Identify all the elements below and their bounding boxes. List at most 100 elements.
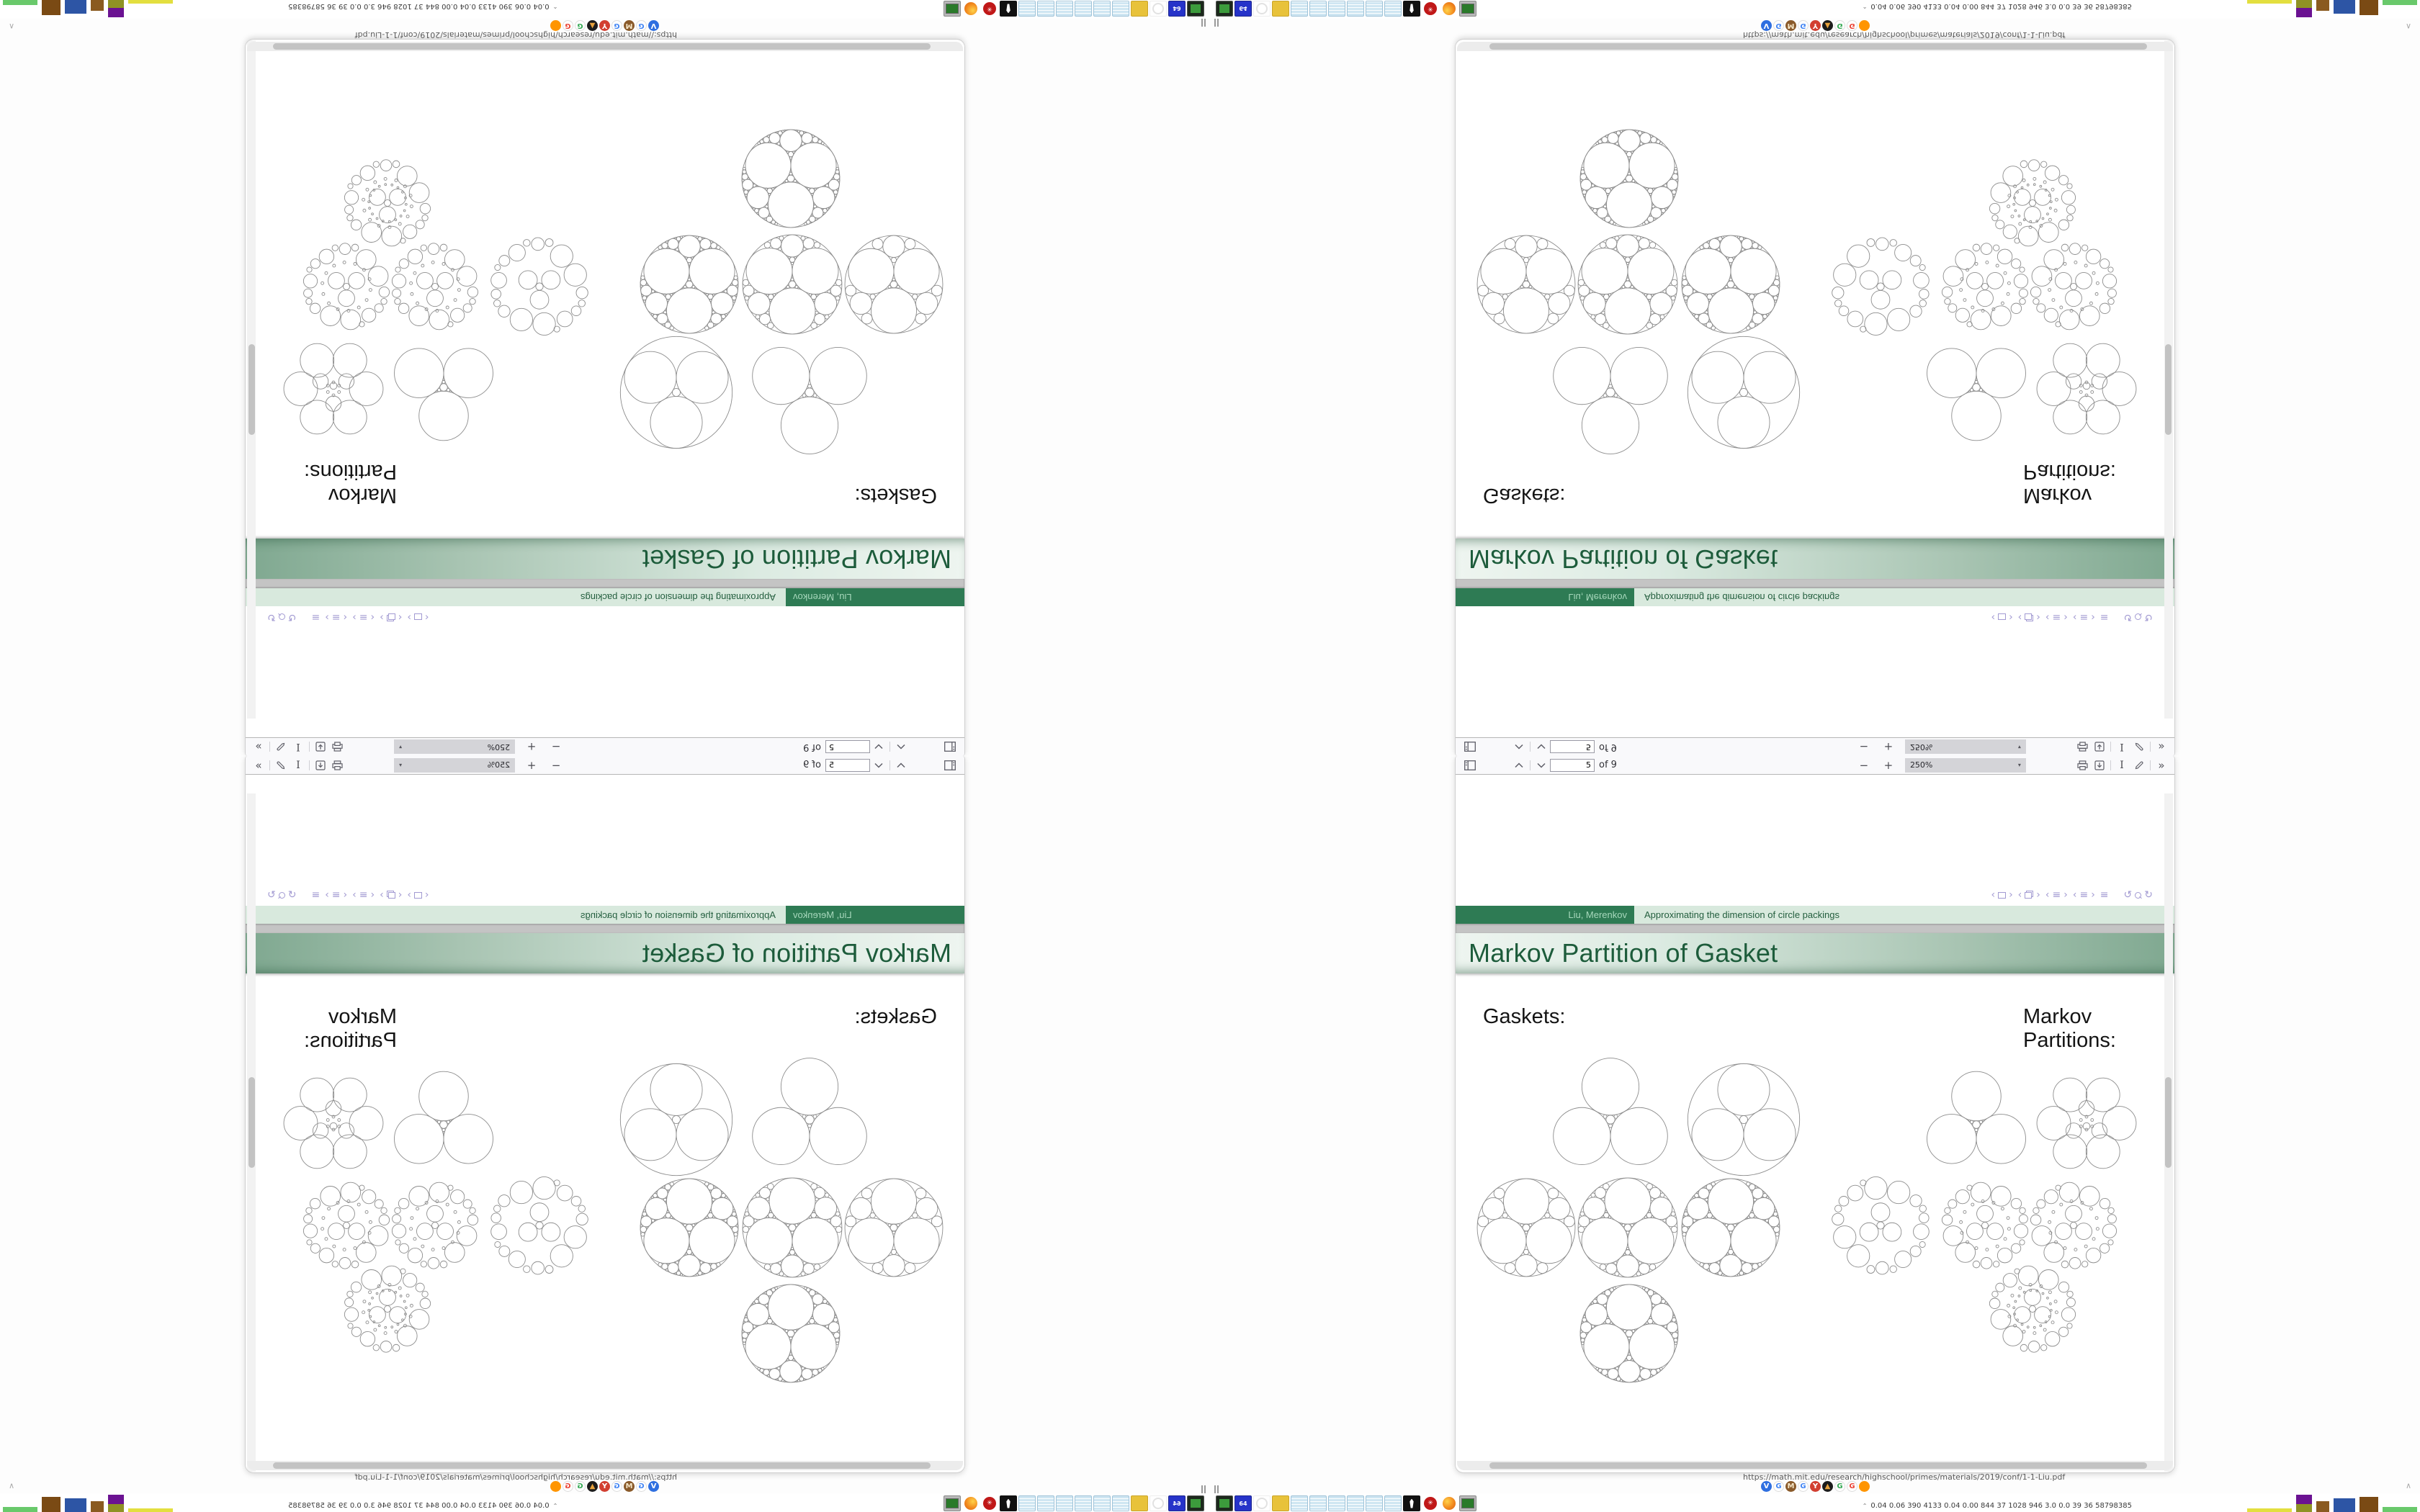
zoom-out-button[interactable]: − bbox=[551, 740, 561, 754]
firefox-launcher-icon[interactable] bbox=[1440, 1495, 1458, 1511]
freetext-tool-icon[interactable]: I bbox=[2120, 741, 2124, 753]
beamer-navigation-symbols[interactable]: ‹ › ‹ › ‹ ≡ › ‹ ≡ › ≡ ↺ ↻ bbox=[1991, 611, 2153, 623]
horizontal-scrollbar[interactable] bbox=[247, 1461, 963, 1470]
notepad-launcher-icon[interactable] bbox=[1309, 1495, 1327, 1511]
folder-launcher-icon[interactable] bbox=[1272, 1495, 1289, 1511]
nav-prev-icon[interactable]: ‹ bbox=[424, 611, 429, 623]
sidebar-toggle-icon[interactable] bbox=[1461, 740, 1479, 755]
vertical-scrollbar[interactable] bbox=[247, 40, 256, 719]
zoom-in-button[interactable]: + bbox=[1883, 740, 1894, 754]
nav-next-icon[interactable]: › bbox=[2009, 611, 2013, 623]
notepad-launcher-icon[interactable] bbox=[1037, 1495, 1054, 1511]
beamer-nav-group[interactable]: ↺ ↻ bbox=[267, 611, 296, 623]
draw-tool-icon[interactable] bbox=[2130, 740, 2148, 755]
notepad-launcher-icon[interactable] bbox=[1018, 1, 1036, 17]
favicon-archive[interactable]: M bbox=[624, 20, 635, 31]
pdf-viewport[interactable]: ‹ › ‹ › ‹ ≡ › ‹ ≡ › ≡ ↺ ↻ Liu, Merenkov Approximatin… bbox=[246, 775, 964, 1472]
favicon-v-blue[interactable]: V bbox=[648, 1481, 659, 1492]
nav-find-icon[interactable] bbox=[278, 891, 285, 899]
nav-frame-icon[interactable] bbox=[1998, 891, 2007, 899]
terminal-launcher-icon[interactable] bbox=[1216, 1, 1233, 17]
favicon-archive[interactable]: M bbox=[1785, 20, 1796, 31]
nav-prev-icon[interactable]: ‹ bbox=[2072, 611, 2077, 623]
nav-undo-icon[interactable]: ↺ bbox=[2123, 889, 2133, 901]
page-down-icon[interactable] bbox=[870, 758, 887, 773]
beamer-nav-group[interactable]: ‹ ≡ › bbox=[352, 889, 375, 901]
favicon-strip[interactable]: V G M G Y ▲ G G bbox=[1761, 20, 1870, 31]
nav-next-icon[interactable]: › bbox=[2036, 611, 2040, 623]
freetext-tool-icon[interactable]: I bbox=[296, 741, 300, 753]
terminal-launcher-icon[interactable] bbox=[1187, 1495, 1204, 1511]
nav-find-icon[interactable] bbox=[278, 613, 285, 621]
figure-launcher-icon[interactable] bbox=[1403, 1495, 1420, 1511]
nav-prev-icon[interactable]: ‹ bbox=[2045, 611, 2050, 623]
favicon-google-1[interactable]: G bbox=[1773, 1481, 1784, 1492]
pdf-viewport[interactable]: ‹ › ‹ › ‹ ≡ › ‹ ≡ › ≡ ↺ ↻ Liu, Merenkov Approximatin… bbox=[1456, 775, 2174, 1472]
figure-launcher-icon[interactable] bbox=[1403, 1, 1420, 17]
nav-pages-icon[interactable] bbox=[387, 613, 395, 621]
favicon-strip[interactable]: V G M G Y ▲ G G bbox=[1761, 1481, 1870, 1492]
notepad-launcher-icon[interactable] bbox=[1291, 1495, 1308, 1511]
nav-undo-icon[interactable]: ↺ bbox=[2123, 611, 2133, 623]
horizontal-scrollbar-thumb[interactable] bbox=[1489, 1462, 2147, 1469]
monitor-launcher-icon[interactable] bbox=[1459, 1, 1476, 17]
page-number-input[interactable] bbox=[1550, 740, 1595, 754]
sidebar-toggle-icon[interactable] bbox=[941, 758, 959, 773]
favicon-strip[interactable]: V G M G Y ▲ G G bbox=[550, 20, 659, 31]
ring-launcher-icon[interactable] bbox=[1150, 1495, 1167, 1511]
horizontal-scrollbar-thumb[interactable] bbox=[273, 1462, 931, 1469]
nav-next-icon[interactable]: › bbox=[325, 889, 329, 901]
print-icon[interactable] bbox=[2074, 740, 2091, 755]
beamer-nav-group[interactable]: ‹ › bbox=[407, 889, 429, 901]
favicon-google-4[interactable]: G bbox=[563, 20, 573, 31]
page-up-icon[interactable] bbox=[1510, 740, 1528, 755]
zoom-select[interactable]: 250% ▾ bbox=[394, 757, 516, 773]
nav-next-icon[interactable]: › bbox=[2036, 889, 2040, 901]
nav-prev-icon[interactable]: ‹ bbox=[2072, 889, 2077, 901]
page-up-icon[interactable] bbox=[892, 758, 910, 773]
favicon-v-blue[interactable]: V bbox=[1761, 1481, 1772, 1492]
notepad-launcher-icon[interactable] bbox=[1384, 1495, 1402, 1511]
sidebar-toggle-icon[interactable] bbox=[941, 740, 959, 755]
nav-next-icon[interactable]: › bbox=[2063, 889, 2068, 901]
notepad-launcher-icon[interactable] bbox=[1112, 1495, 1129, 1511]
nav-redo-icon[interactable]: ↻ bbox=[267, 889, 276, 901]
beamer-nav-group[interactable]: ‹ › bbox=[1991, 890, 2012, 900]
firefox-launcher-icon[interactable] bbox=[962, 1495, 980, 1511]
monitor-launcher-icon[interactable] bbox=[944, 1495, 961, 1511]
vertical-scrollbar-thumb[interactable] bbox=[2165, 344, 2172, 435]
notepad-launcher-icon[interactable] bbox=[1112, 1, 1129, 17]
favicon-y-red[interactable]: Y bbox=[599, 1481, 610, 1492]
page-down-icon[interactable] bbox=[1533, 758, 1550, 773]
nav-lines-icon[interactable]: ≡ bbox=[331, 889, 341, 901]
favicon-google-1[interactable]: G bbox=[636, 20, 647, 31]
emblem-launcher-icon[interactable]: ✳ bbox=[981, 1495, 998, 1511]
zoom-in-button[interactable]: + bbox=[526, 758, 537, 772]
beamer-nav-group[interactable]: ‹ › bbox=[407, 611, 429, 623]
favicon-google-3[interactable]: G bbox=[1834, 20, 1845, 31]
vertical-scrollbar[interactable] bbox=[247, 793, 256, 1472]
nav-lines-icon[interactable]: ≡ bbox=[311, 889, 321, 901]
beamer-nav-group[interactable]: ‹ ≡ › bbox=[2045, 611, 2068, 623]
nav-next-icon[interactable]: › bbox=[2091, 889, 2095, 901]
zoom-out-button[interactable]: − bbox=[1859, 758, 1869, 772]
favicon-y-red[interactable]: Y bbox=[599, 20, 610, 31]
zoom-in-button[interactable]: + bbox=[526, 740, 537, 754]
favicon-google-4[interactable]: G bbox=[1847, 20, 1857, 31]
pdf-viewport[interactable]: ‹ › ‹ › ‹ ≡ › ‹ ≡ › ≡ ↺ ↻ Liu, Merenkov Approximatin… bbox=[1456, 40, 2174, 737]
nav-frame-icon[interactable] bbox=[413, 613, 422, 621]
beamer-nav-group[interactable]: ↺ ↻ bbox=[267, 889, 296, 901]
zoom-select[interactable]: 250% ▾ bbox=[1904, 739, 2026, 755]
nav-prev-icon[interactable]: ‹ bbox=[1991, 611, 1996, 623]
terminal-launcher-icon[interactable] bbox=[1216, 1495, 1233, 1511]
sidebar-toggle-icon[interactable] bbox=[1461, 758, 1479, 773]
vertical-scrollbar-thumb[interactable] bbox=[2165, 1077, 2172, 1168]
print-icon[interactable] bbox=[329, 758, 346, 773]
favicon-firefox[interactable] bbox=[550, 20, 561, 31]
favicon-photo-dark[interactable]: ▲ bbox=[1822, 1481, 1833, 1492]
print-icon[interactable] bbox=[329, 740, 346, 755]
emblem-launcher-icon[interactable]: ✳ bbox=[981, 1, 998, 17]
vertical-scrollbar[interactable] bbox=[2164, 40, 2173, 719]
ring-launcher-icon[interactable] bbox=[1253, 1495, 1270, 1511]
floppy-launcher-icon[interactable]: 64 bbox=[1168, 1, 1186, 17]
